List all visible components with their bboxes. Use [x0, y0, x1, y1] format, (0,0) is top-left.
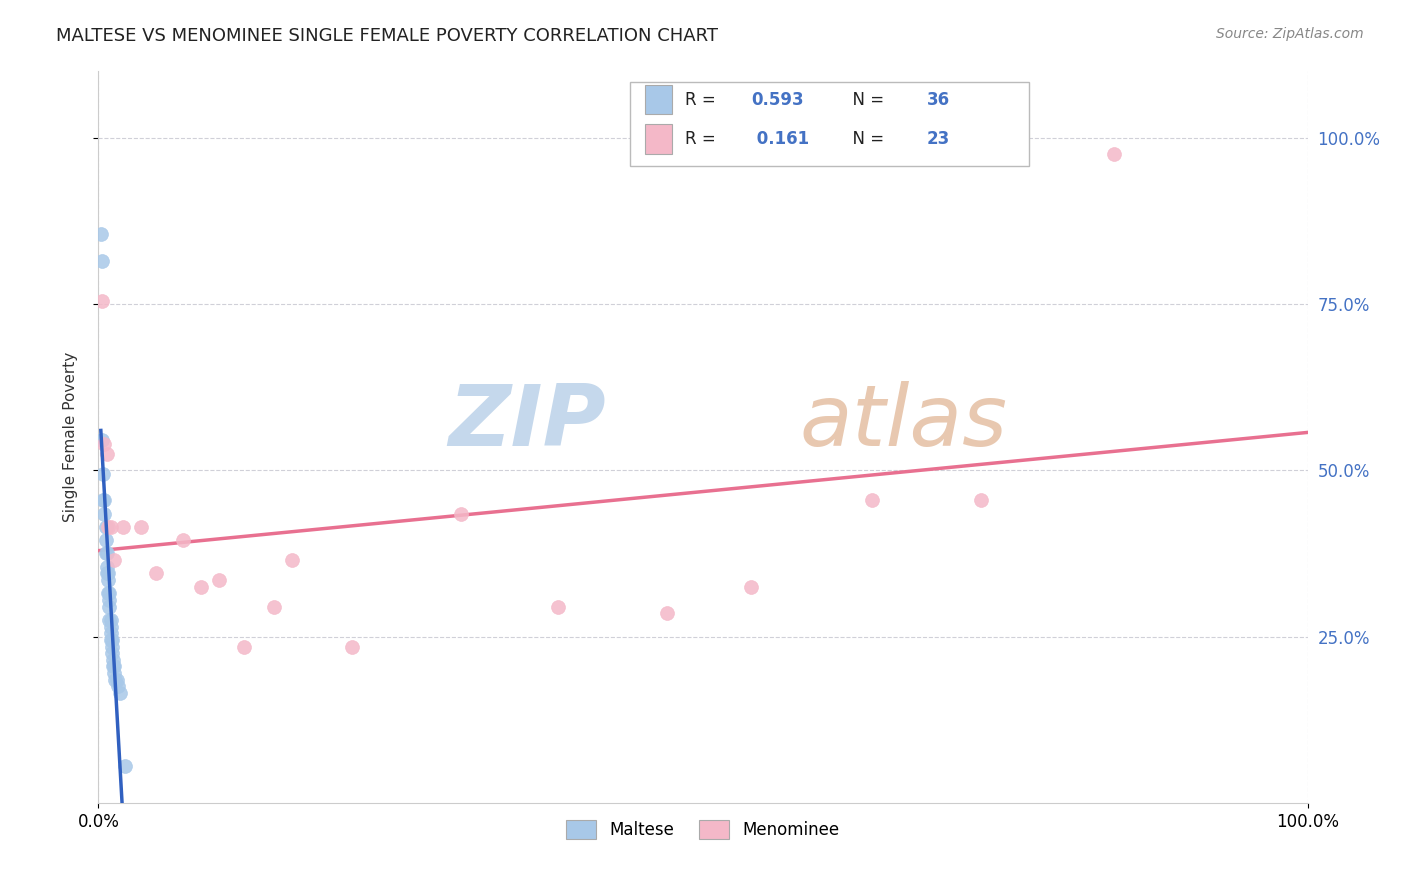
Text: 36: 36 [927, 91, 950, 109]
Point [94, 520, 117, 534]
Point [208, 573, 231, 587]
Point [860, 493, 883, 508]
Point [97, 566, 120, 581]
Point [105, 673, 128, 687]
Point [96, 559, 118, 574]
Point [93, 436, 115, 450]
Point [145, 566, 167, 581]
Legend: Maltese, Menominee: Maltese, Menominee [560, 814, 846, 846]
Text: 0.161: 0.161 [751, 130, 810, 148]
Point [100, 646, 122, 660]
Point [97, 573, 120, 587]
Point [232, 640, 254, 654]
Point [103, 553, 125, 567]
Point [1102, 147, 1125, 161]
Point [98, 613, 121, 627]
Text: R =: R = [685, 130, 721, 148]
Point [101, 653, 124, 667]
Text: R =: R = [685, 91, 721, 109]
Text: atlas: atlas [800, 381, 1008, 464]
Point [98, 599, 121, 614]
Text: ZIP: ZIP [449, 381, 606, 464]
Text: Source: ZipAtlas.com: Source: ZipAtlas.com [1216, 27, 1364, 41]
Point [100, 640, 122, 654]
Point [103, 666, 125, 681]
Point [263, 599, 285, 614]
Point [100, 619, 122, 633]
Point [97, 586, 120, 600]
Point [172, 533, 194, 548]
Text: N =: N = [842, 91, 890, 109]
Point [108, 686, 131, 700]
Text: 0.593: 0.593 [751, 91, 804, 109]
Point [91, 293, 114, 308]
Point [114, 759, 136, 773]
Point [281, 553, 304, 567]
Point [91, 434, 114, 448]
Point [103, 659, 125, 673]
Point [94, 533, 117, 548]
Point [342, 640, 364, 654]
Text: MALTESE VS MENOMINEE SINGLE FEMALE POVERTY CORRELATION CHART: MALTESE VS MENOMINEE SINGLE FEMALE POVER… [56, 27, 718, 45]
Point [98, 586, 121, 600]
Y-axis label: Single Female Poverty: Single Female Poverty [63, 352, 77, 522]
Point [100, 632, 122, 647]
Text: 23: 23 [927, 130, 950, 148]
Point [450, 507, 472, 521]
Point [98, 593, 121, 607]
Point [93, 507, 115, 521]
Point [970, 493, 993, 508]
Point [101, 659, 124, 673]
Text: N =: N = [842, 130, 890, 148]
FancyBboxPatch shape [645, 85, 672, 114]
Point [100, 520, 122, 534]
FancyBboxPatch shape [630, 82, 1029, 167]
FancyBboxPatch shape [645, 124, 672, 153]
Point [90, 227, 112, 242]
Point [93, 493, 115, 508]
Point [97, 520, 120, 534]
Point [740, 580, 762, 594]
Point [91, 467, 114, 481]
Point [104, 673, 127, 687]
Point [96, 566, 118, 581]
Point [190, 580, 212, 594]
Point [91, 253, 114, 268]
Point [129, 520, 152, 534]
Point [655, 607, 678, 621]
Point [107, 680, 129, 694]
Point [100, 613, 122, 627]
Point [100, 632, 122, 647]
Point [94, 546, 117, 560]
Point [111, 520, 134, 534]
Point [547, 599, 569, 614]
Point [96, 447, 118, 461]
Point [100, 626, 122, 640]
Point [96, 546, 118, 560]
Point [91, 493, 114, 508]
